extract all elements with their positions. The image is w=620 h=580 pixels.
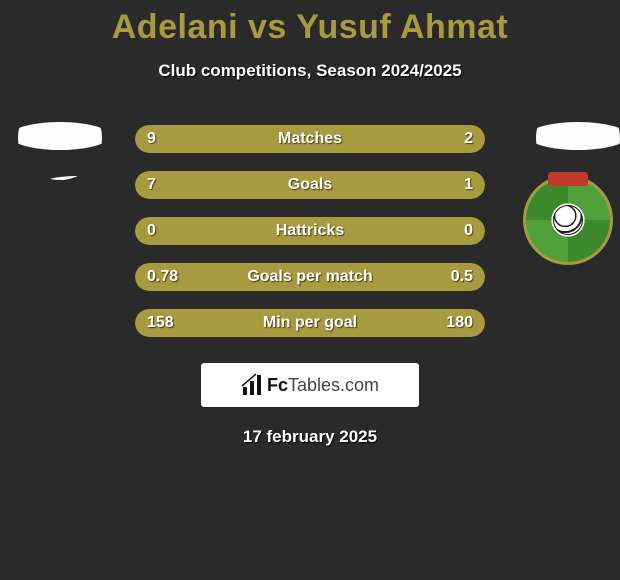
stat-row: 9Matches2 <box>135 125 485 153</box>
stat-label: Hattricks <box>135 217 485 245</box>
stat-label: Goals per match <box>135 263 485 291</box>
player2-name: Yusuf Ahmat <box>296 8 508 46</box>
brand-text: FcTables.com <box>267 375 379 396</box>
player2-avatar <box>536 96 620 180</box>
page-title: Adelani vs Yusuf Ahmat <box>0 0 620 47</box>
club-badge-icon <box>526 178 610 262</box>
stat-value-right: 180 <box>446 309 473 337</box>
stats-comparison: 9Matches2 7Goals1 0Hattricks0 0.78Goals per… <box>135 125 485 337</box>
vs-label: vs <box>248 8 287 46</box>
stat-row: 158Min per goal180 <box>135 309 485 337</box>
stat-row: 0Hattricks0 <box>135 217 485 245</box>
stat-value-right: 1 <box>464 171 473 199</box>
soccer-ball-icon <box>553 205 583 235</box>
player1-avatar <box>18 96 102 180</box>
subtitle: Club competitions, Season 2024/2025 <box>0 61 620 81</box>
stat-label: Matches <box>135 125 485 153</box>
stat-value-right: 2 <box>464 125 473 153</box>
bar-chart-icon <box>241 373 265 397</box>
stat-label: Goals <box>135 171 485 199</box>
stat-value-right: 0.5 <box>451 263 473 291</box>
player1-name: Adelani <box>112 8 238 46</box>
stat-value-right: 0 <box>464 217 473 245</box>
snapshot-date: 17 february 2025 <box>0 427 620 447</box>
fctables-logo[interactable]: FcTables.com <box>201 363 419 407</box>
stat-label: Min per goal <box>135 309 485 337</box>
stat-row: 7Goals1 <box>135 171 485 199</box>
stat-row: 0.78Goals per match0.5 <box>135 263 485 291</box>
